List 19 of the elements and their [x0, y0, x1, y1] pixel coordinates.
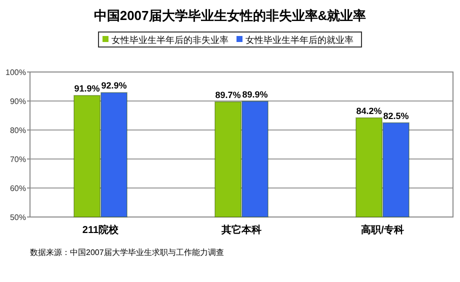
y-tick-label: 100% [6, 68, 26, 77]
data-label: 89.9% [242, 89, 268, 100]
y-tick-label: 80% [10, 126, 26, 135]
data-label: 84.2% [356, 106, 382, 116]
legend-label: 女性毕业生半年后的非失业率 [112, 35, 228, 45]
data-label: 82.5% [383, 110, 409, 121]
x-tick-label: 高职/专科 [361, 224, 404, 236]
data-label: 89.7% [215, 90, 241, 100]
x-tick-label: 211院校 [82, 224, 120, 236]
y-tick-label: 90% [10, 97, 26, 106]
data-label: 92.9% [101, 80, 127, 91]
source-note: 数据来源：中国2007届大学毕业生求职与工作能力调查 [30, 248, 224, 257]
y-tick-label: 70% [10, 155, 26, 164]
legend-label: 女性毕业生半年后的就业率 [246, 35, 354, 45]
chart-title: 中国2007届大学毕业生女性的非失业率&就业率 [94, 8, 366, 23]
x-tick-label: 其它本科 [220, 224, 262, 236]
data-label: 91.9% [74, 83, 100, 94]
y-tick-label: 60% [10, 184, 26, 193]
y-tick-label: 50% [10, 213, 26, 222]
